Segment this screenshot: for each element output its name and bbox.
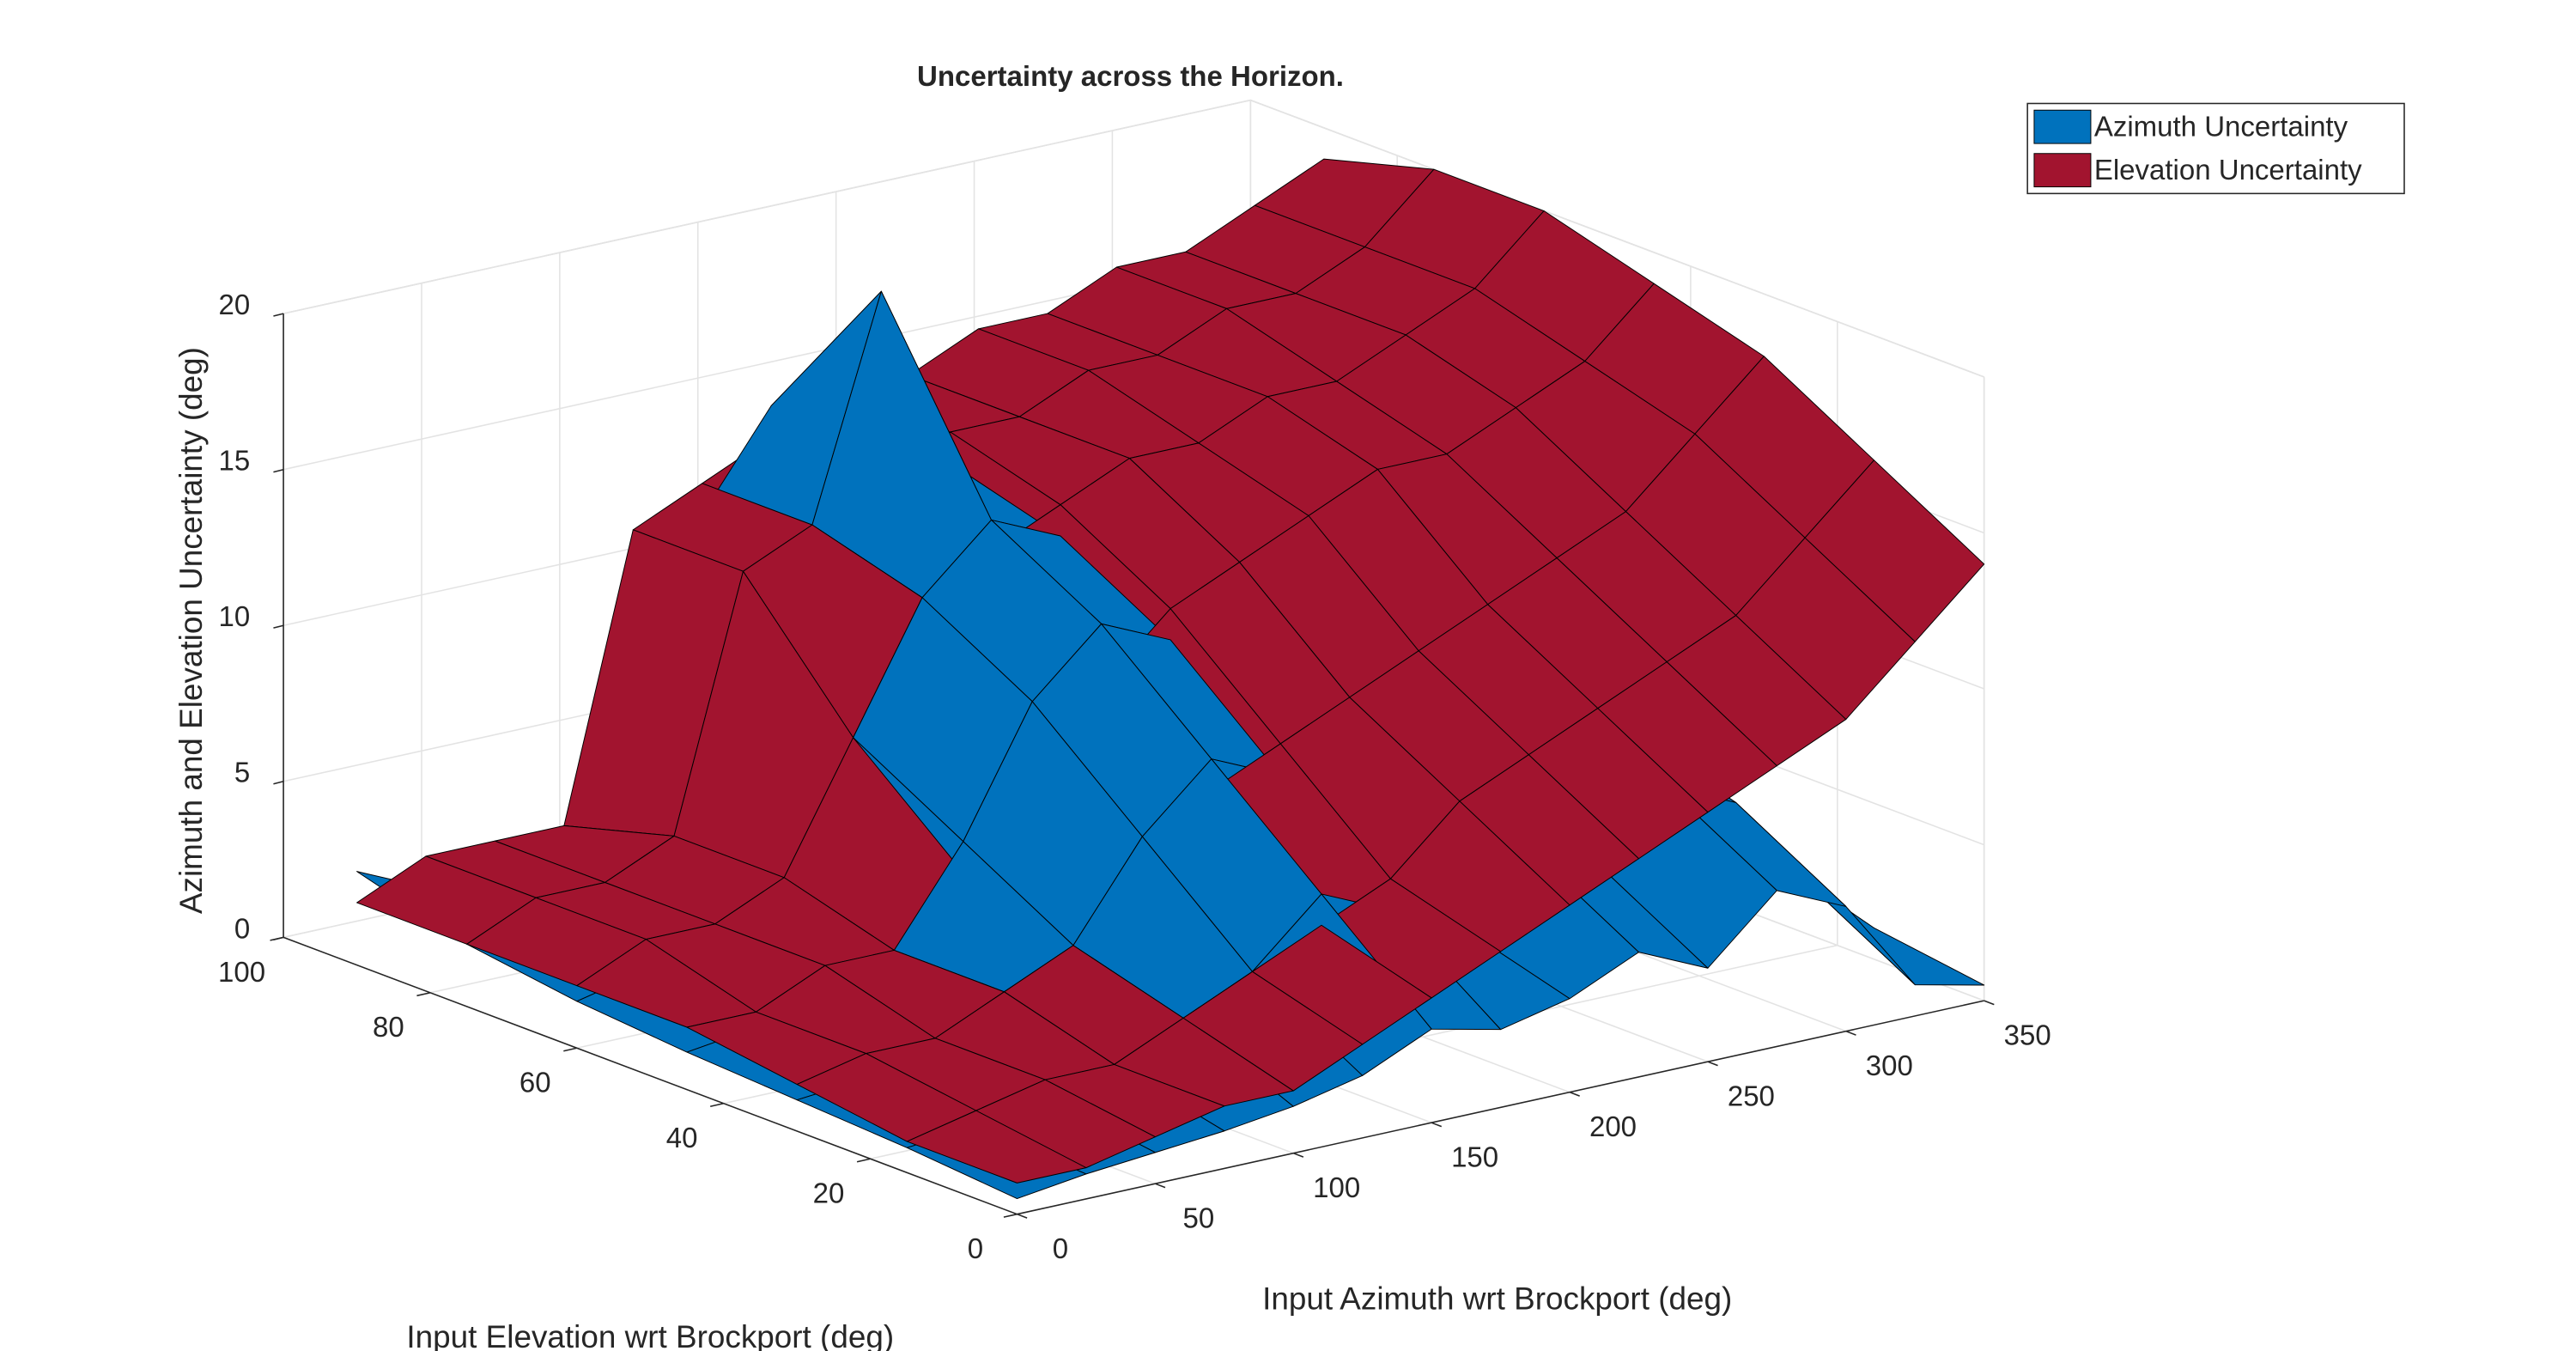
x-axis-label: Input Azimuth wrt Brockport (deg) [1262,1281,1732,1316]
legend-swatch [2033,153,2092,188]
y-tick-label: 20 [813,1178,845,1209]
y-tick [416,992,431,997]
z-tick [273,781,284,785]
x-tick [1017,1213,1028,1219]
y-tick-label: 80 [373,1011,404,1043]
x-tick-label: 50 [1182,1202,1214,1234]
x-tick [1292,1152,1304,1158]
y-tick [856,1158,871,1163]
x-tick [1569,1091,1580,1097]
legend-swatch [2033,109,2092,144]
y-tick-label: 60 [519,1067,551,1098]
y-tick [1003,1213,1018,1218]
y-tick [563,1047,578,1052]
surface-patch [906,1110,1087,1184]
x-tick-label: 200 [1589,1111,1637,1142]
chart-title: Uncertainty across the Horizon. [917,60,1344,92]
x-axis [1017,1000,1984,1215]
y-tick-label: 0 [968,1232,983,1264]
legend-label: Azimuth Uncertainty [2094,110,2348,142]
x-tick [1845,1030,1856,1036]
z-tick [273,936,284,941]
x-tick-label: 0 [1053,1232,1068,1264]
z-tick [273,468,284,473]
z-tick-label: 15 [219,445,251,477]
surfaces [356,158,1985,1200]
x-tick-label: 150 [1451,1141,1498,1173]
y-axis [283,936,1018,1215]
x-tick [1707,1061,1718,1067]
y-tick [710,1102,724,1108]
z-tick [273,313,284,317]
x-tick [1155,1183,1166,1189]
z-axis-label: Azimuth and Elevation Uncertainty (deg) [173,347,209,914]
y-tick-label: 100 [218,956,265,988]
x-tick [1431,1122,1443,1128]
x-tick-label: 350 [2004,1019,2051,1051]
x-tick-label: 100 [1313,1171,1360,1203]
z-tick [273,624,284,629]
z-tick-label: 20 [219,289,251,320]
z-tick-label: 0 [234,912,250,944]
x-tick-label: 250 [1728,1080,1775,1112]
x-tick [1984,1000,1995,1006]
x-tick-label: 300 [1866,1050,1913,1081]
z-tick-label: 5 [234,757,250,788]
y-tick-label: 40 [666,1122,698,1153]
y-axis-label: Input Elevation wrt Brockport (deg) [406,1319,894,1351]
legend: Azimuth Uncertainty Elevation Uncertainty [2026,102,2405,195]
legend-label: Elevation Uncertainty [2094,154,2362,186]
z-tick-label: 10 [219,600,251,632]
grid-line [283,99,1984,378]
